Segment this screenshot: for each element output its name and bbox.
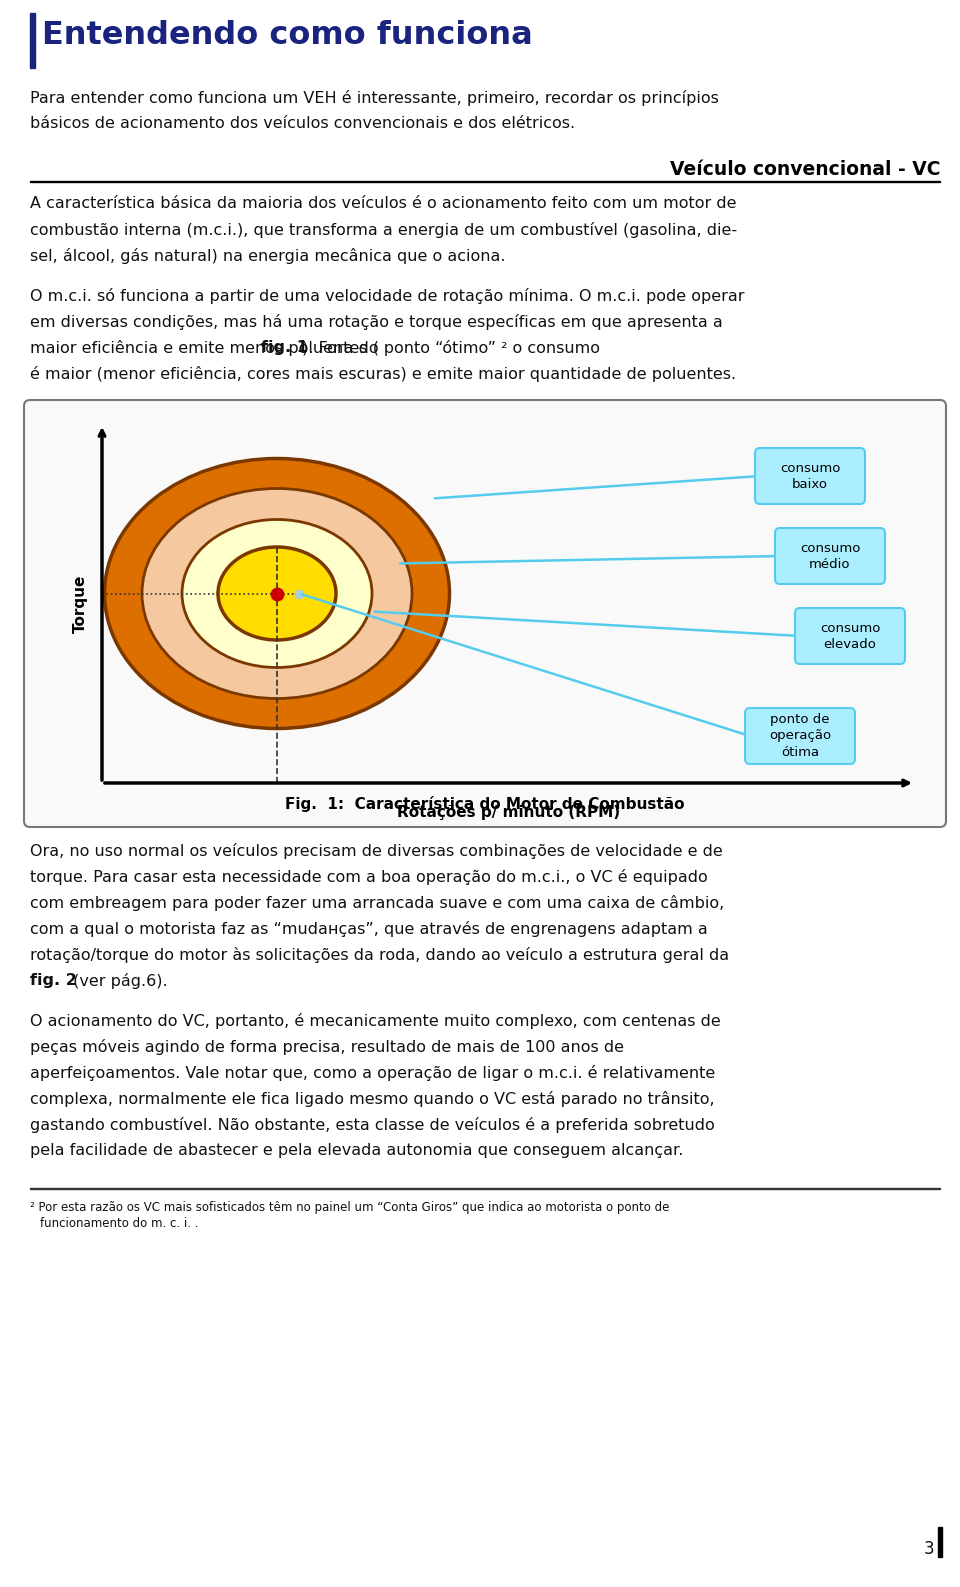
- Ellipse shape: [218, 548, 336, 640]
- Text: com embreagem para poder fazer uma arrancada suave e com uma caixa de câmbio,: com embreagem para poder fazer uma arran…: [30, 895, 724, 911]
- Text: consumo
baixo: consumo baixo: [780, 462, 840, 490]
- Text: O acionamento do VC, portanto, é mecanicamente muito complexo, com centenas de: O acionamento do VC, portanto, é mecanic…: [30, 1013, 721, 1028]
- Text: torque. Para casar esta necessidade com a boa operação do m.c.i., o VC é equipad: torque. Para casar esta necessidade com …: [30, 870, 708, 886]
- Text: em diversas condições, mas há uma rotação e torque específicas em que apresenta : em diversas condições, mas há uma rotaçã…: [30, 314, 723, 330]
- Text: peças móveis agindo de forma precisa, resultado de mais de 100 anos de: peças móveis agindo de forma precisa, re…: [30, 1039, 624, 1055]
- FancyBboxPatch shape: [24, 400, 946, 827]
- Text: Para entender como funciona um VEH é interessante, primeiro, recordar os princíp: Para entender como funciona um VEH é int…: [30, 90, 719, 106]
- Text: gastando combustível. Não obstante, esta classe de veículos é a preferida sobret: gastando combustível. Não obstante, esta…: [30, 1117, 715, 1133]
- Text: combustão interna (m.c.i.), que transforma a energia de um combustível (gasolina: combustão interna (m.c.i.), que transfor…: [30, 222, 737, 238]
- Text: Torque: Torque: [73, 574, 87, 633]
- FancyBboxPatch shape: [795, 608, 905, 663]
- Text: fig. 1: fig. 1: [261, 340, 308, 355]
- Text: complexa, normalmente ele fica ligado mesmo quando o VC está parado no trânsito,: complexa, normalmente ele fica ligado me…: [30, 1090, 714, 1108]
- Text: Rotações p/ minuto (RPM): Rotações p/ minuto (RPM): [396, 805, 620, 820]
- Text: pela facilidade de abastecer e pela elevada autonomia que conseguem alcançar.: pela facilidade de abastecer e pela elev…: [30, 1143, 684, 1159]
- Text: funcionamento do m. c. i. .: funcionamento do m. c. i. .: [40, 1217, 199, 1230]
- Text: rotação/torque do motor às solicitações da roda, dando ao veículo a estrutura ge: rotação/torque do motor às solicitações …: [30, 947, 730, 963]
- Text: consumo
médio: consumo médio: [800, 541, 860, 570]
- Text: Entendendo como funciona: Entendendo como funciona: [42, 21, 533, 51]
- Text: aperfeiçoamentos. Vale notar que, como a operação de ligar o m.c.i. é relativame: aperfeiçoamentos. Vale notar que, como a…: [30, 1065, 715, 1081]
- Text: básicos de acionamento dos veículos convencionais e dos elétricos.: básicos de acionamento dos veículos conv…: [30, 116, 575, 132]
- FancyBboxPatch shape: [755, 448, 865, 505]
- Bar: [910, 1520, 960, 1560]
- Text: Fig.  1:  Característica do Motor de Combustão: Fig. 1: Característica do Motor de Combu…: [285, 797, 684, 813]
- Bar: [30, 13, 35, 68]
- Text: Ora, no uso normal os veículos precisam de diversas combinações de velocidade e : Ora, no uso normal os veículos precisam …: [30, 843, 723, 859]
- Text: A característica básica da maioria dos veículos é o acionamento feito com um mot: A característica básica da maioria dos v…: [30, 197, 736, 211]
- Text: 3: 3: [924, 1539, 934, 1558]
- FancyBboxPatch shape: [775, 528, 885, 584]
- Ellipse shape: [182, 519, 372, 668]
- Text: ponto de
operação
ótima: ponto de operação ótima: [769, 714, 831, 759]
- Text: O m.c.i. só funciona a partir de uma velocidade de rotação mínima. O m.c.i. pode: O m.c.i. só funciona a partir de uma vel…: [30, 287, 745, 305]
- FancyBboxPatch shape: [745, 708, 855, 763]
- Text: consumo
elevado: consumo elevado: [820, 622, 880, 651]
- Ellipse shape: [105, 459, 449, 728]
- Text: sel, álcool, gás natural) na energia mecânica que o aciona.: sel, álcool, gás natural) na energia mec…: [30, 248, 506, 263]
- Text: com a qual o motorista faz as “mudанças”, que através de engrenagens adaptam a: com a qual o motorista faz as “mudанças”…: [30, 920, 708, 936]
- Text: fig. 2: fig. 2: [30, 973, 77, 989]
- Text: Veículo convencional - VC: Veículo convencional - VC: [669, 160, 940, 179]
- Ellipse shape: [142, 489, 412, 698]
- Text: ). Fora do ponto “ótimo” ² o consumo: ). Fora do ponto “ótimo” ² o consumo: [301, 340, 600, 355]
- Text: ² Por esta razão os VC mais sofisticados têm no painel um “Conta Giros” que indi: ² Por esta razão os VC mais sofisticados…: [30, 1201, 669, 1214]
- Text: é maior (menor eficiência, cores mais escuras) e emite maior quantidade de polue: é maior (menor eficiência, cores mais es…: [30, 367, 736, 382]
- Bar: [938, 1527, 942, 1557]
- Text: (ver pág.6).: (ver pág.6).: [68, 973, 168, 989]
- Text: maior eficiência e emite menos poluentes (: maior eficiência e emite menos poluentes…: [30, 340, 379, 355]
